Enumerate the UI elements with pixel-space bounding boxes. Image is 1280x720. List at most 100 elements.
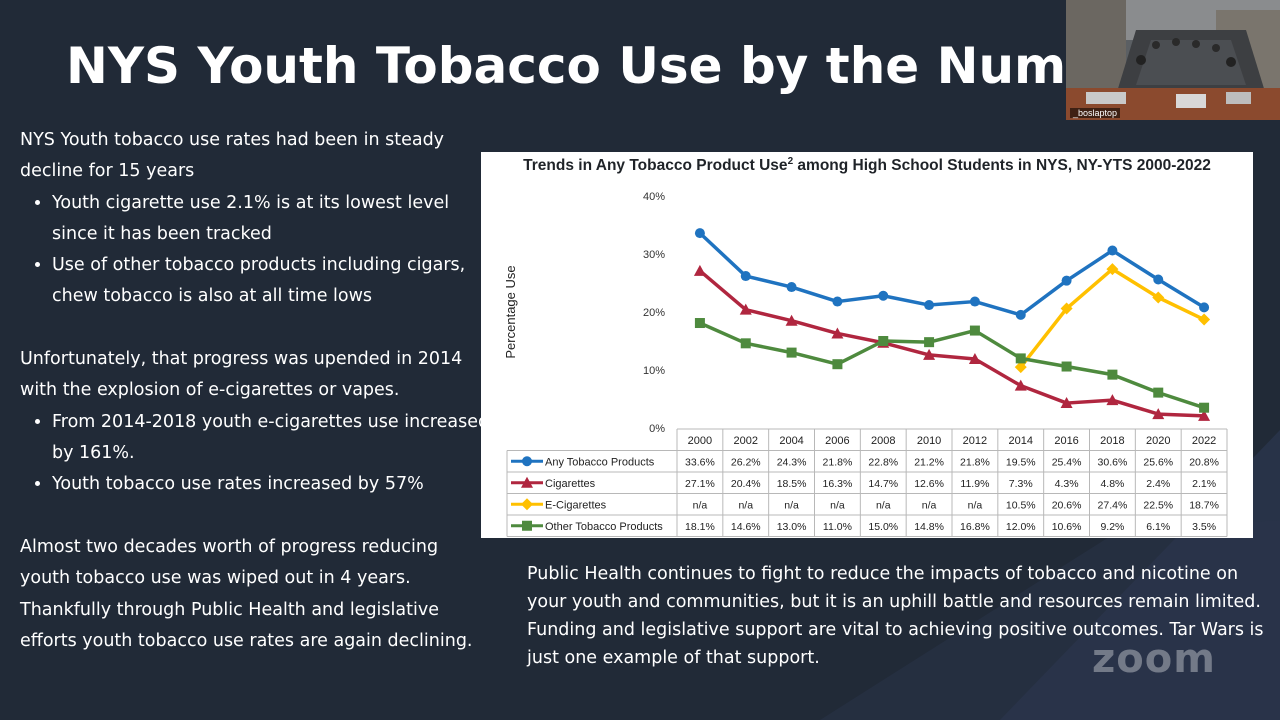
chart-title: Trends in Any Tobacco Product Use2 among… [481, 156, 1253, 175]
bullet-ecig-increase: From 2014-2018 youth e-cigarettes use in… [52, 407, 490, 470]
y-tick-label: 20% [643, 307, 665, 319]
any-tobacco-products-point [740, 271, 751, 282]
any-tobacco-products-point [832, 296, 843, 307]
any-tobacco-products-data-label: 22.8% [868, 457, 898, 469]
cigarettes-point [923, 348, 936, 360]
chart-plot: 0% 10% 20% 30% 40% Percentage Use 2000 2002 2004… [503, 191, 1228, 537]
x-tick-label: 2012 [963, 435, 987, 447]
cigarettes-data-label: 4.8% [1100, 478, 1124, 490]
y-tick-label: 30% [643, 249, 665, 261]
any-tobacco-products-data-label: 30.6% [1098, 457, 1128, 469]
upended-bullets: From 2014-2018 youth e-cigarettes use in… [20, 407, 490, 501]
e-cigarettes-data-label: 18.7% [1189, 500, 1219, 512]
e-cigarettes-data-label: 10.5% [1006, 500, 1036, 512]
y-axis-label: Percentage Use [503, 265, 518, 358]
other-tobacco-products-data-label: 3.5% [1192, 521, 1216, 533]
cigarettes-point [739, 303, 752, 315]
x-tick-label: 2008 [871, 435, 895, 447]
other-tobacco-products-point [969, 325, 980, 336]
any-tobacco-products-point [1061, 275, 1072, 286]
cigarettes-data-label: 20.4% [731, 478, 761, 490]
x-tick-label: 2022 [1192, 435, 1216, 447]
any-tobacco-products-point [1107, 245, 1118, 256]
any-tobacco-products-data-label: 21.8% [960, 457, 990, 469]
other-tobacco-products-data-label: 9.2% [1100, 521, 1124, 533]
other-tobacco-products-data-label: 15.0% [868, 521, 898, 533]
e-cigarettes-point [1060, 302, 1073, 315]
cigarettes-point [968, 352, 981, 364]
cigarettes-point [785, 314, 798, 326]
public-health-statement: Public Health continues to fight to redu… [527, 564, 1264, 668]
e-cigarettes-data-label: n/a [876, 500, 891, 512]
upended-intro: Unfortunately, that progress was upended… [20, 349, 463, 401]
other-tobacco-products-data-label: 14.6% [731, 521, 761, 533]
zoom-watermark: zoom [1092, 636, 1216, 682]
other-tobacco-products-point [1015, 353, 1026, 364]
participant-name: _boslaptop [1070, 108, 1121, 118]
x-tick-label: 2020 [1146, 435, 1170, 447]
x-tick-label: 2018 [1100, 435, 1124, 447]
cigarettes-point [1198, 409, 1211, 421]
other-tobacco-products-point [1107, 369, 1118, 380]
e-cigarettes-legend-label: E-Cigarettes [545, 500, 607, 512]
any-tobacco-products-data-label: 19.5% [1006, 457, 1036, 469]
any-tobacco-products-point [924, 300, 935, 311]
chart-title-rest: among High School Students in NYS, NY-YT… [793, 157, 1211, 175]
other-tobacco-products-point [694, 318, 705, 329]
cigarettes-data-label: 11.9% [960, 478, 989, 490]
any-tobacco-products-legend-marker [522, 456, 532, 467]
decline-intro: NYS Youth tobacco use rates had been in … [20, 130, 445, 182]
bullet-other-products: Use of other tobacco products including … [52, 250, 490, 313]
other-tobacco-products-data-label: 10.6% [1052, 521, 1082, 533]
cigarettes-point [1014, 379, 1027, 391]
chart-title-sup: 2 [787, 156, 794, 167]
other-tobacco-products-data-label: 12.0% [1006, 521, 1036, 533]
text-block-progress: Almost two decades worth of progress red… [20, 532, 480, 657]
x-tick-label: 2002 [734, 435, 758, 447]
x-tick-label: 2000 [688, 435, 712, 447]
e-cigarettes-data-label: n/a [830, 500, 845, 512]
cigarettes-data-label: 18.5% [777, 478, 807, 490]
meeting-room-image [1066, 0, 1280, 120]
other-tobacco-products-data-label: 16.8% [960, 521, 990, 533]
other-tobacco-products-data-label: 13.0% [777, 521, 807, 533]
any-tobacco-products-point [878, 290, 889, 301]
e-cigarettes-data-label: n/a [922, 500, 937, 512]
cigarettes-data-label: 7.3% [1009, 478, 1033, 490]
any-tobacco-products-point [694, 228, 705, 239]
any-tobacco-products-data-label: 21.2% [914, 457, 944, 469]
e-cigarettes-point [1198, 313, 1211, 326]
decline-bullets: Youth cigarette use 2.1% is at its lowes… [20, 188, 490, 313]
cigarettes-line [698, 269, 1205, 418]
other-tobacco-products-data-label: 14.8% [914, 521, 944, 533]
e-cigarettes-point [1014, 361, 1027, 374]
slide-title: NYS Youth Tobacco Use by the Numbers [66, 37, 1066, 95]
other-tobacco-products-legend-marker [522, 520, 532, 531]
e-cigarettes-data-label: n/a [784, 500, 799, 512]
bullet-tobacco-increase: Youth tobacco use rates increased by 57% [52, 469, 490, 500]
progress-text: Almost two decades worth of progress red… [20, 537, 473, 651]
y-tick-label: 10% [643, 365, 665, 377]
e-cigarettes-legend-marker [521, 498, 533, 511]
any-tobacco-products-point [1153, 274, 1164, 285]
e-cigarettes-point [1106, 263, 1119, 276]
any-tobacco-products-line [698, 231, 1205, 317]
x-tick-label: 2014 [1009, 435, 1033, 447]
e-cigarettes-data-label: 22.5% [1143, 500, 1173, 512]
cigarettes-point [831, 327, 844, 339]
other-tobacco-products-data-label: 6.1% [1146, 521, 1170, 533]
cigarettes-data-label: 2.1% [1192, 478, 1216, 490]
any-tobacco-products-point [1015, 309, 1026, 320]
other-tobacco-products-point [740, 338, 751, 349]
bullet-cigarette-use: Youth cigarette use 2.1% is at its lowes… [52, 188, 490, 251]
e-cigarettes-data-label: n/a [968, 500, 983, 512]
tobacco-trend-chart: Trends in Any Tobacco Product Use2 among… [481, 152, 1253, 538]
x-tick-label: 2016 [1054, 435, 1078, 447]
any-tobacco-products-legend-label: Any Tobacco Products [545, 457, 655, 469]
other-tobacco-products-legend-label: Other Tobacco Products [545, 521, 663, 533]
cigarettes-data-label: 14.7% [868, 478, 898, 490]
cigarettes-data-label: 16.3% [823, 478, 853, 490]
participant-video[interactable]: _boslaptop [1066, 0, 1280, 120]
cigarettes-point [693, 264, 706, 276]
cigarettes-data-label: 12.6% [914, 478, 944, 490]
